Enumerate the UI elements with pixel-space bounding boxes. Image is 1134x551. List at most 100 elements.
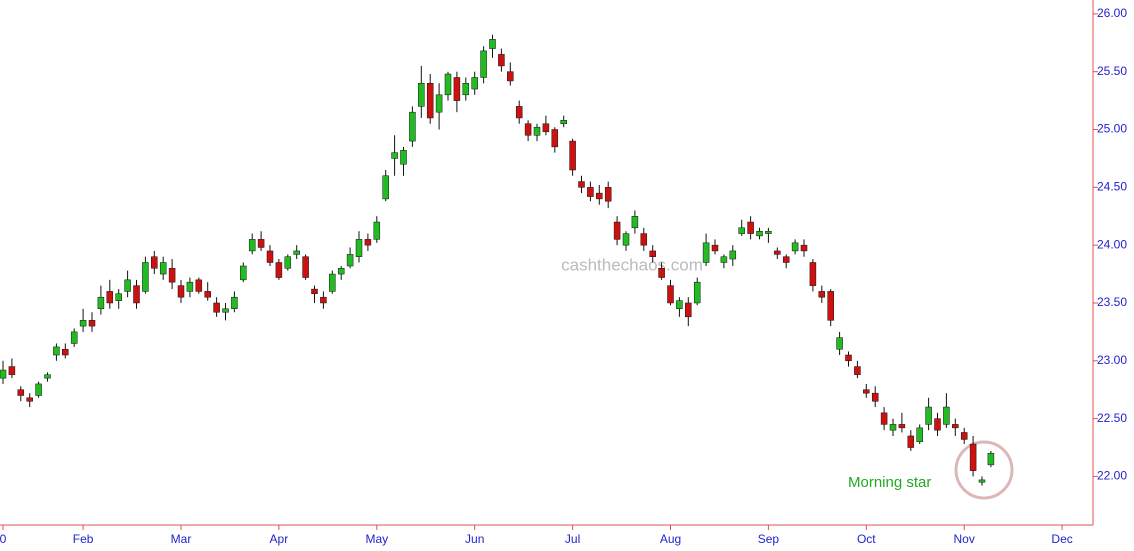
y-tick-label: 22.00 (1097, 469, 1127, 483)
candle-body (0, 369, 7, 379)
candle-body (44, 374, 51, 379)
candle-body (257, 239, 265, 248)
candle-body (613, 221, 621, 240)
candle-body (53, 346, 60, 356)
candle-body (355, 239, 363, 257)
candle-body (284, 256, 292, 269)
candle-body (498, 54, 505, 67)
candle-body (622, 233, 630, 246)
x-tick-label: Dec (1051, 532, 1072, 546)
candle-body (240, 265, 247, 281)
candle-body (97, 296, 105, 310)
candle-body (222, 308, 229, 313)
x-tick-label: 0 (0, 532, 7, 546)
candle-body (845, 354, 852, 362)
x-tick-label: Sep (758, 532, 780, 546)
candle-body (693, 281, 701, 304)
candle-body (124, 279, 131, 292)
candle-body (213, 302, 220, 313)
candle-body (515, 106, 523, 119)
candle-body (151, 256, 158, 269)
candle-body (489, 39, 496, 49)
candle-body (524, 123, 532, 136)
candle-body (453, 77, 461, 101)
candle-body (863, 389, 870, 394)
candle-body (346, 254, 354, 267)
candle-body (70, 331, 78, 344)
candle-body (159, 262, 167, 275)
candle-body (106, 291, 114, 304)
candle-body (685, 302, 692, 318)
candle-body (88, 320, 96, 327)
x-tick-label: Nov (954, 532, 975, 546)
candle-body (435, 94, 443, 113)
candle-body (275, 262, 283, 278)
candle-body (969, 443, 977, 471)
candle-body (17, 389, 25, 396)
candle-body (266, 250, 274, 263)
candle-body (604, 187, 612, 202)
candle-body (195, 279, 203, 292)
y-tick-label: 25.50 (1097, 64, 1127, 78)
candle-body (676, 300, 683, 310)
candle-body (987, 453, 995, 466)
candle-body (791, 242, 799, 252)
candle-body (320, 296, 327, 304)
x-tick-label: Feb (73, 532, 94, 546)
x-tick-label: Jul (565, 532, 580, 546)
candle-body (168, 268, 176, 283)
candle-body (329, 273, 336, 292)
candle-body (204, 291, 211, 298)
candle-body (480, 50, 487, 78)
y-tick-label: 22.50 (1097, 411, 1127, 425)
candle-body (533, 126, 541, 136)
candle-body (133, 285, 140, 304)
candle-body (952, 424, 959, 429)
candle-body (871, 392, 879, 402)
candle-body (35, 383, 42, 396)
candle-body (26, 397, 33, 402)
candle-body (302, 256, 309, 278)
candle-body (631, 215, 639, 229)
candle-body (934, 418, 941, 431)
y-tick-label: 25.00 (1097, 122, 1127, 136)
candle-body (943, 406, 950, 425)
candle-body (391, 152, 398, 159)
y-tick-label: 24.00 (1097, 237, 1127, 251)
candle-body (364, 239, 372, 246)
y-tick-label: 23.00 (1097, 353, 1127, 367)
candle-body (177, 285, 185, 298)
x-tick-label: Aug (660, 532, 681, 546)
highlight-circle (954, 440, 1014, 500)
candle-body (231, 296, 238, 310)
candle-body (462, 83, 470, 96)
candle-body (311, 288, 318, 294)
candle-body (854, 366, 861, 375)
annotation: Morning star (848, 474, 931, 491)
candle-body (400, 150, 407, 165)
candle-body (880, 412, 888, 425)
y-tick-label: 23.50 (1097, 295, 1127, 309)
candle-body (596, 192, 603, 200)
candle-body (889, 424, 897, 431)
candle-body (720, 256, 728, 263)
candle-body (711, 244, 719, 252)
y-tick-label: 24.50 (1097, 180, 1127, 194)
candle-body (142, 262, 149, 292)
candle-body (293, 250, 300, 255)
candle-body (702, 242, 710, 263)
candle-body (337, 268, 345, 275)
candle-body (827, 291, 834, 321)
candle-body (765, 231, 772, 234)
candle-body (800, 244, 808, 252)
candle-body (62, 348, 69, 356)
candle-body (774, 250, 781, 255)
candle-body (818, 291, 826, 298)
candle-body (640, 233, 648, 246)
candle-body (658, 268, 665, 278)
x-tick-label: Oct (857, 532, 876, 546)
candle-body (551, 129, 559, 148)
x-tick-label: Apr (270, 532, 289, 546)
candle-body (542, 123, 550, 133)
